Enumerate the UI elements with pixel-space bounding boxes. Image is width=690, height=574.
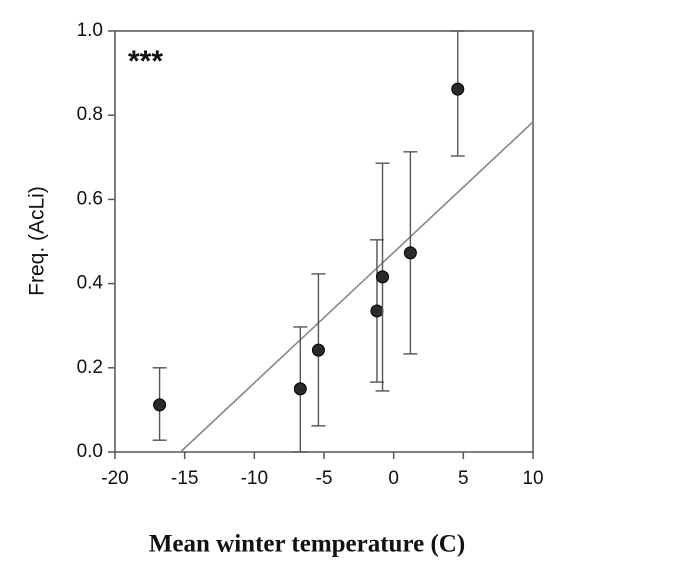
x-tick-label: -20 [101, 468, 128, 489]
plot-frame [114, 30, 534, 453]
y-tick-label: 0.8 [77, 104, 103, 125]
y-tick-label: 0.0 [77, 441, 103, 462]
data-point [370, 304, 384, 318]
data-point [451, 82, 465, 96]
y-tick-label: 1.0 [77, 20, 103, 41]
x-tick-label: -10 [241, 468, 268, 489]
data-point [403, 246, 417, 260]
data-point [311, 343, 325, 357]
y-axis-label: Freq. (AcLi) [26, 186, 49, 296]
x-tick-label: 5 [458, 468, 469, 489]
x-tick-label: 10 [522, 468, 543, 489]
x-tick-label: -15 [171, 468, 198, 489]
y-tick-label: 0.2 [77, 357, 103, 378]
x-axis-label: Mean winter temperature (C) [149, 531, 465, 558]
significance-annotation: *** [128, 45, 163, 78]
data-point [153, 398, 167, 412]
x-tick-label: 0 [388, 468, 399, 489]
fit-line [179, 121, 534, 453]
y-tick-label: 0.6 [77, 188, 103, 209]
x-tick-label: -5 [316, 468, 333, 489]
data-point [293, 382, 307, 396]
y-tick-label: 0.4 [77, 273, 104, 294]
data-point [376, 270, 390, 284]
